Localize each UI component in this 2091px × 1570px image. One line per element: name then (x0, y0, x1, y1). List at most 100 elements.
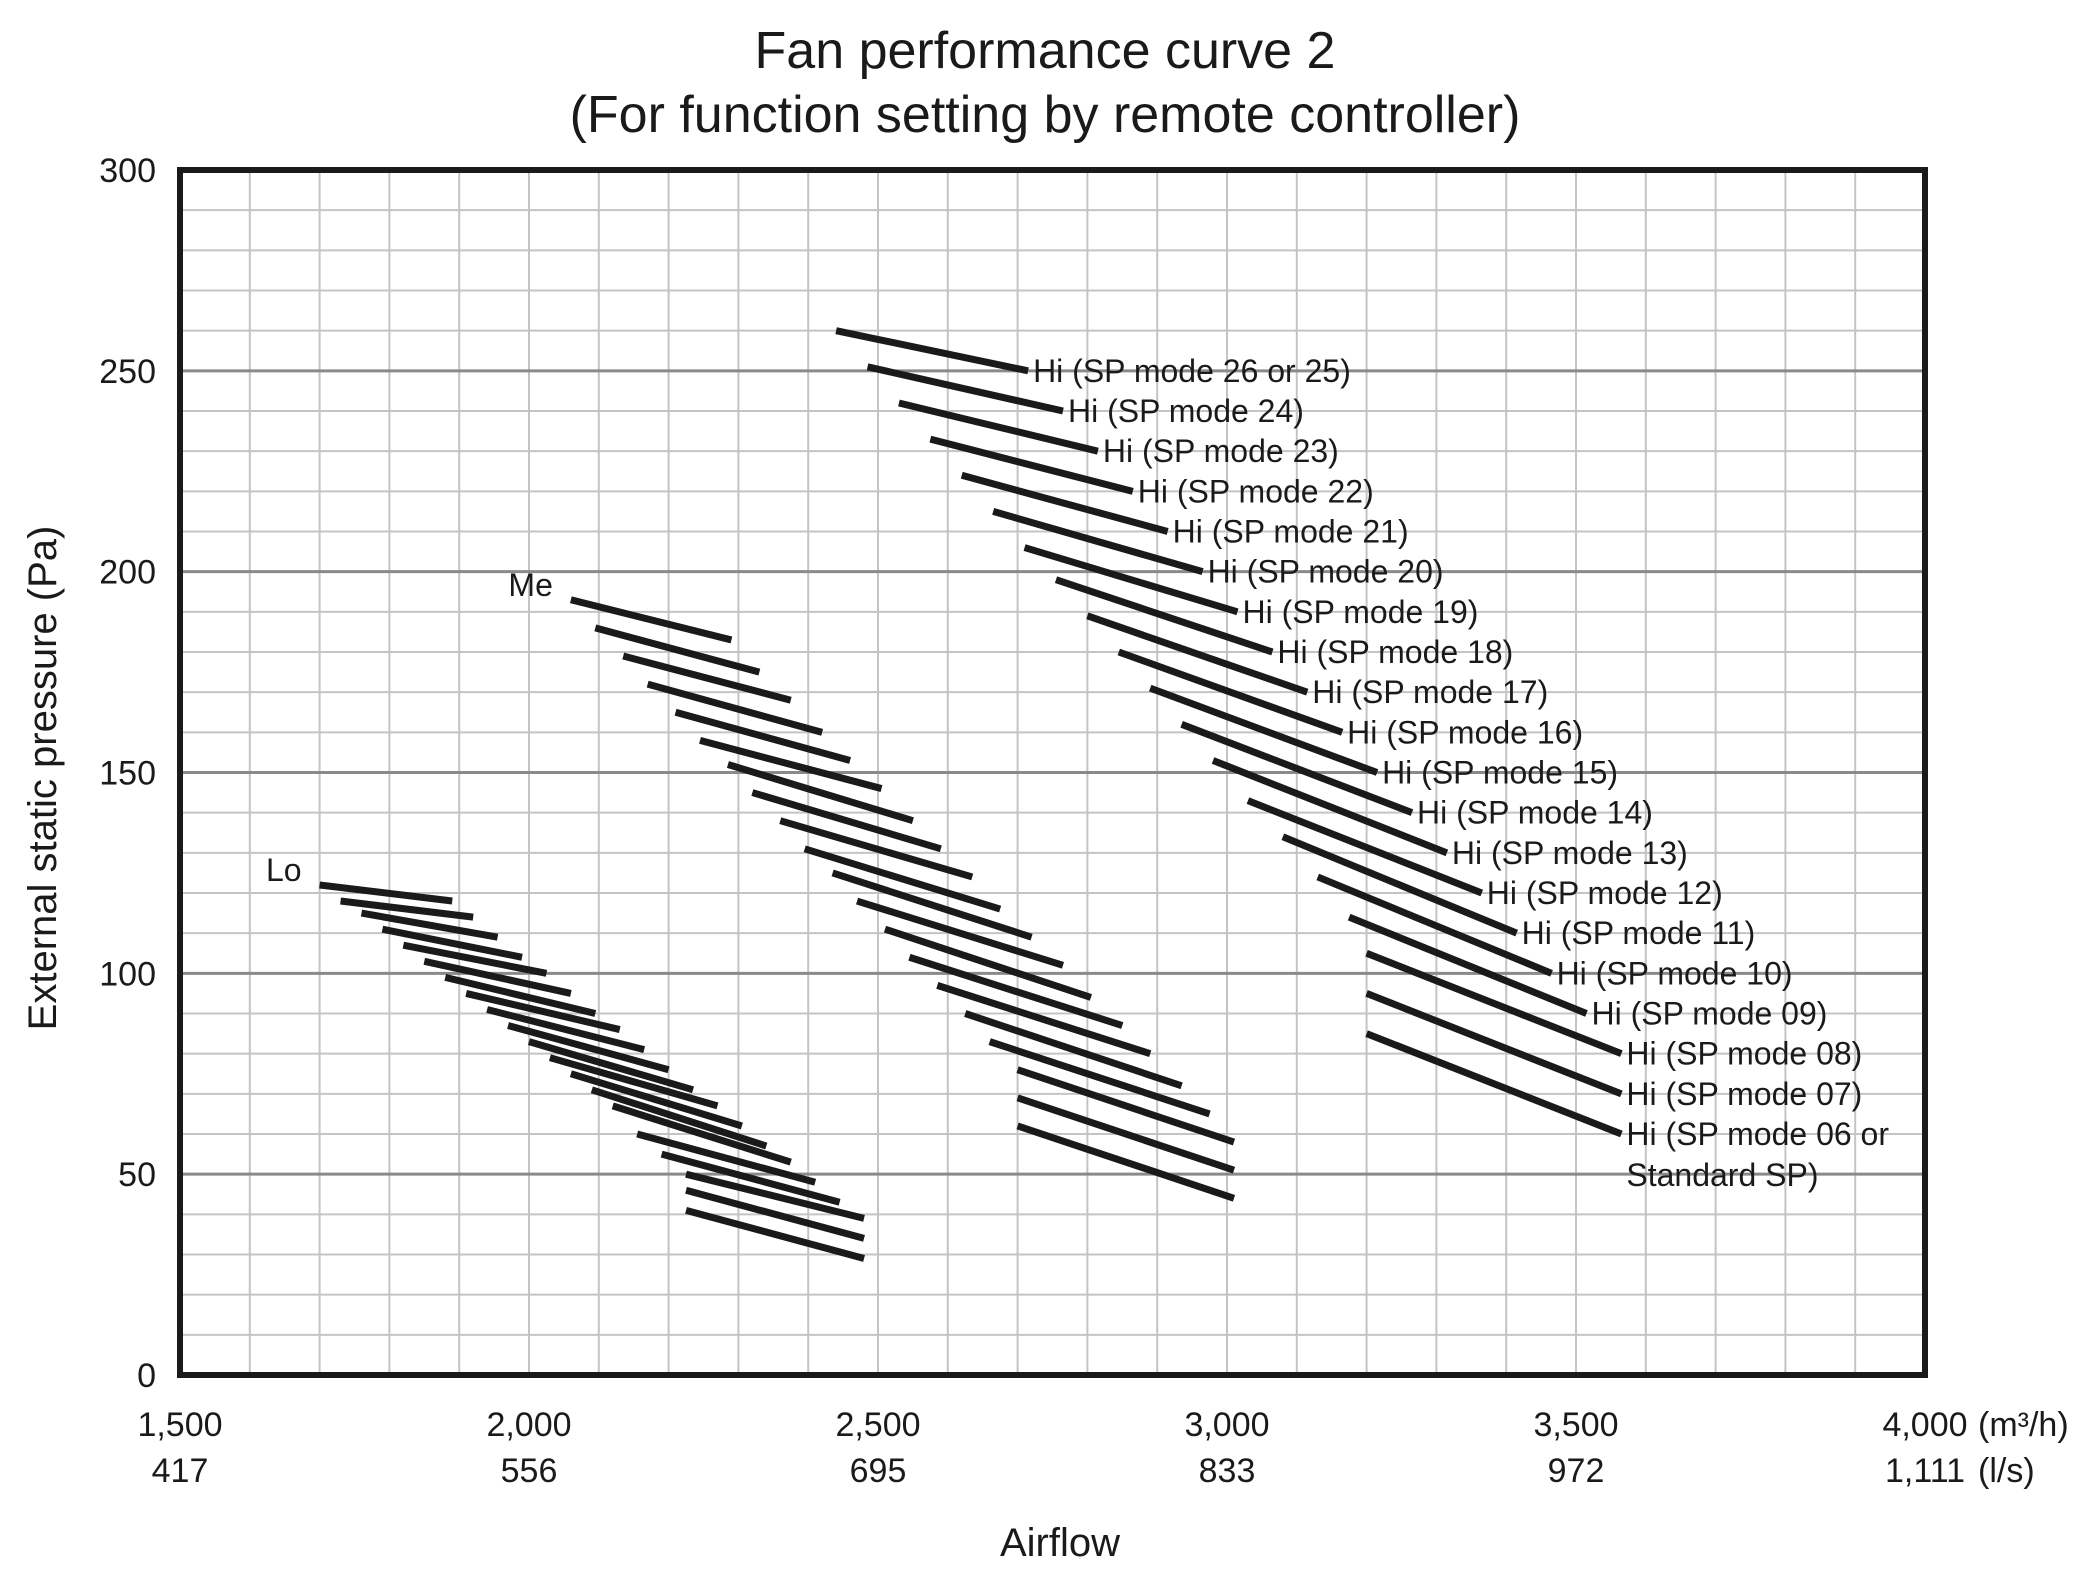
hi-curve-label-4: Hi (SP mode 22) (1138, 473, 1374, 509)
grid (180, 170, 1925, 1375)
hi-curve-label-3: Hi (SP mode 23) (1103, 433, 1339, 469)
lo-curve-13 (569, 1070, 743, 1130)
lo-curve-3 (360, 909, 499, 941)
me-curve-18 (1016, 1066, 1236, 1146)
hi-curve-7 (1023, 544, 1239, 616)
hi-curve-label-5: Hi (SP mode 21) (1173, 514, 1409, 550)
hi-curve-6 (992, 508, 1204, 576)
hi-curve-label-9: Hi (SP mode 17) (1312, 674, 1548, 710)
lo-curve-19 (685, 1186, 865, 1242)
y-tick-label: 250 (99, 353, 156, 391)
x-unit-label: (m³/h) (1978, 1406, 2069, 1444)
hi-curve-label-13: Hi (SP mode 13) (1452, 835, 1688, 871)
hi-curve-label-2: Hi (SP mode 24) (1068, 393, 1304, 429)
hi-curve-label-8: Hi (SP mode 18) (1277, 634, 1513, 670)
x-unit-secondary-label: (l/s) (1978, 1452, 2035, 1490)
x-tick-label-secondary: 695 (850, 1452, 907, 1490)
me-curve-7 (726, 761, 914, 825)
lo-curve-9 (486, 1006, 646, 1054)
y-tick-label: 200 (99, 554, 156, 592)
chart-title: Fan performance curve 2 (755, 22, 1336, 80)
y-tick-label: 0 (137, 1357, 156, 1395)
me-curve-9 (779, 817, 974, 881)
me-curve-6 (699, 736, 883, 792)
hi-curve-2 (866, 363, 1064, 415)
x-axis-ticks: 1,500 417 2,000 556 2,500 695 3,000 833 3,500 972… (137, 1406, 1967, 1490)
lo-curve-11 (528, 1038, 695, 1094)
hi-curve-10 (1117, 648, 1344, 736)
me-curve-20 (1016, 1122, 1236, 1202)
hi-curve-18 (1365, 949, 1623, 1057)
lo-group-label: Lo (266, 852, 302, 888)
me-curve-2 (594, 624, 761, 676)
y-axis-label: External static pressure (Pa) (21, 526, 65, 1031)
me-curve-10 (803, 845, 1002, 913)
hi-curve-label-14: Hi (SP mode 12) (1487, 875, 1723, 911)
x-axis-label: Airflow (1000, 1521, 1120, 1565)
lo-curve-18 (685, 1170, 865, 1222)
lo-curve-20 (685, 1206, 865, 1262)
hi-curve-label-1: Hi (SP mode 26 or 25) (1033, 353, 1351, 389)
hi-curve-9 (1086, 612, 1309, 696)
lo-curve-12 (548, 1054, 719, 1110)
hi-curve-label-6: Hi (SP mode 20) (1208, 554, 1444, 590)
hi-curve-label-10: Hi (SP mode 16) (1347, 714, 1583, 750)
curve-labels: Lo Me Hi (SP mode 26 or 25) Hi (SP mode 24)… (266, 353, 1889, 1193)
x-tick-label: 2,000 (486, 1406, 571, 1444)
x-tick-label-secondary: 1,111 (1885, 1452, 1965, 1490)
hi-curve-label-12: Hi (SP mode 14) (1417, 795, 1653, 831)
hi-curve-8 (1054, 576, 1274, 656)
hi-curve-label-17: Hi (SP mode 09) (1591, 996, 1827, 1032)
hi-curve-17 (1347, 913, 1588, 1017)
me-curve-8 (751, 789, 942, 853)
y-tick-label: 300 (99, 152, 156, 190)
me-curve-17 (988, 1038, 1211, 1118)
me-curve-5 (674, 708, 852, 764)
plot-frame (177, 167, 1928, 1378)
y-tick-label: 50 (118, 1156, 156, 1194)
hi-curve-20 (1365, 1030, 1623, 1138)
hi-curve-5 (960, 471, 1169, 535)
x-tick-label-secondary: 833 (1199, 1452, 1256, 1490)
x-tick-label: 4,000 (1882, 1406, 1967, 1444)
me-curve-12 (856, 897, 1065, 969)
lo-curve-17 (660, 1150, 841, 1206)
lo-curve-16 (636, 1130, 817, 1186)
hi-curve-label-11: Hi (SP mode 15) (1382, 755, 1618, 791)
lo-curve-7 (444, 973, 597, 1017)
x-tick-label-secondary: 417 (152, 1452, 209, 1490)
lo-curve-8 (465, 990, 621, 1033)
me-curve-3 (622, 652, 792, 704)
chart-subtitle: (For function setting by remote controll… (570, 86, 1521, 144)
x-tick-label: 1,500 (137, 1406, 222, 1444)
y-tick-label: 150 (99, 755, 156, 793)
lo-curve-15 (611, 1102, 792, 1166)
hi-curve-19 (1365, 990, 1623, 1098)
hi-curve-label-16: Hi (SP mode 10) (1557, 955, 1793, 991)
me-curve-11 (831, 869, 1033, 941)
hi-curve-label-20-line2: Standard SP) (1626, 1157, 1818, 1193)
y-tick-label: 100 (99, 955, 156, 993)
lo-curve-2 (340, 897, 474, 921)
lo-curve-14 (590, 1086, 768, 1150)
hi-curve-12 (1180, 721, 1414, 816)
hi-curve-label-15: Hi (SP mode 11) (1522, 915, 1756, 951)
me-group-label: Me (508, 567, 552, 603)
hi-curve-15 (1281, 833, 1519, 937)
hi-curve-label-20: Hi (SP mode 06 or (1626, 1116, 1889, 1152)
x-tick-label-secondary: 556 (501, 1452, 558, 1490)
hi-curve-11 (1149, 684, 1379, 776)
lo-curve-5 (402, 941, 548, 977)
curves (319, 327, 1623, 1262)
me-curve-15 (936, 982, 1152, 1057)
lo-curve-6 (423, 957, 572, 997)
lo-curve-1 (319, 881, 453, 905)
hi-curve-4 (929, 435, 1134, 495)
me-curve-4 (646, 680, 824, 736)
me-curve-1 (570, 596, 733, 644)
x-tick-label: 3,000 (1184, 1406, 1269, 1444)
hi-curve-label-18: Hi (SP mode 08) (1626, 1036, 1862, 1072)
hi-curve-13 (1211, 757, 1449, 857)
hi-curve-label-19: Hi (SP mode 07) (1626, 1076, 1862, 1112)
